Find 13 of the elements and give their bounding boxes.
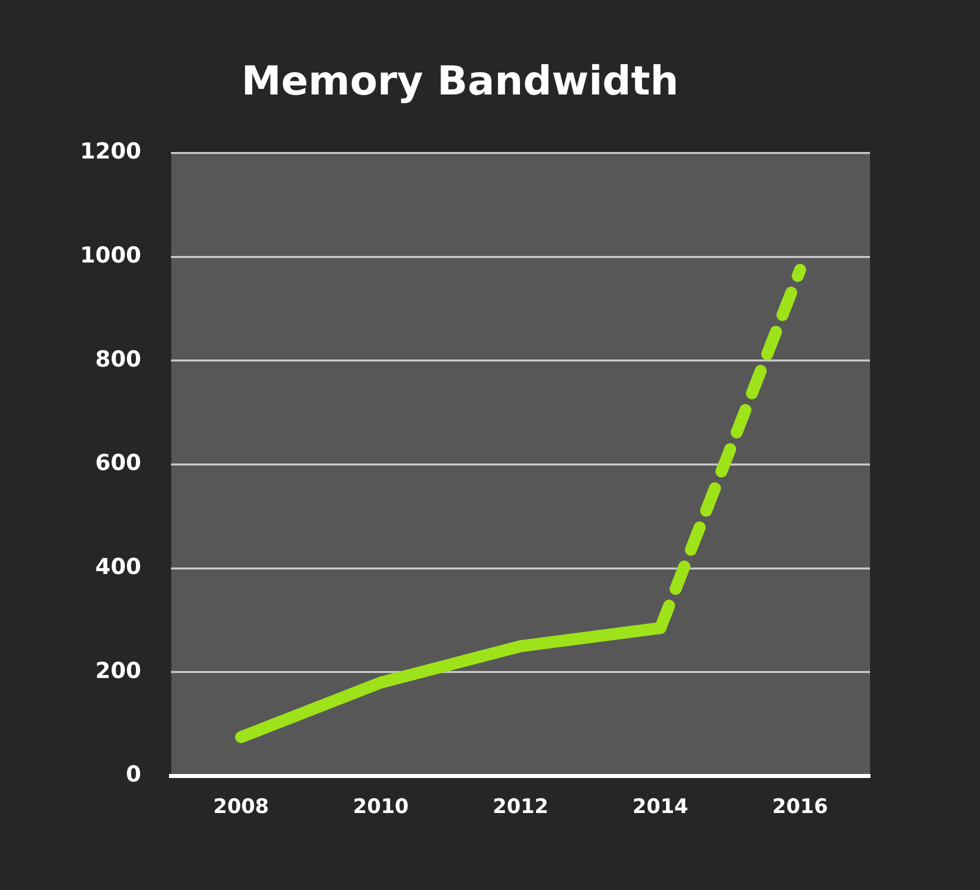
y-tick-label: 200	[95, 658, 142, 684]
x-tick-label: 2016	[772, 794, 828, 818]
x-tick-label: 2012	[492, 794, 548, 818]
chart-title: Memory Bandwidth	[241, 58, 679, 104]
y-tick-label: 400	[95, 555, 142, 580]
y-tick-label: 1200	[80, 140, 142, 165]
y-tick-label: 0	[126, 762, 142, 788]
x-tick-label: 2010	[353, 794, 409, 818]
y-tick-label: 1000	[80, 244, 142, 269]
y-tick-label: 800	[95, 347, 142, 372]
x-tick-label: 2008	[213, 794, 269, 818]
y-tick-label: 600	[95, 451, 142, 476]
x-tick-label: 2014	[632, 794, 688, 818]
